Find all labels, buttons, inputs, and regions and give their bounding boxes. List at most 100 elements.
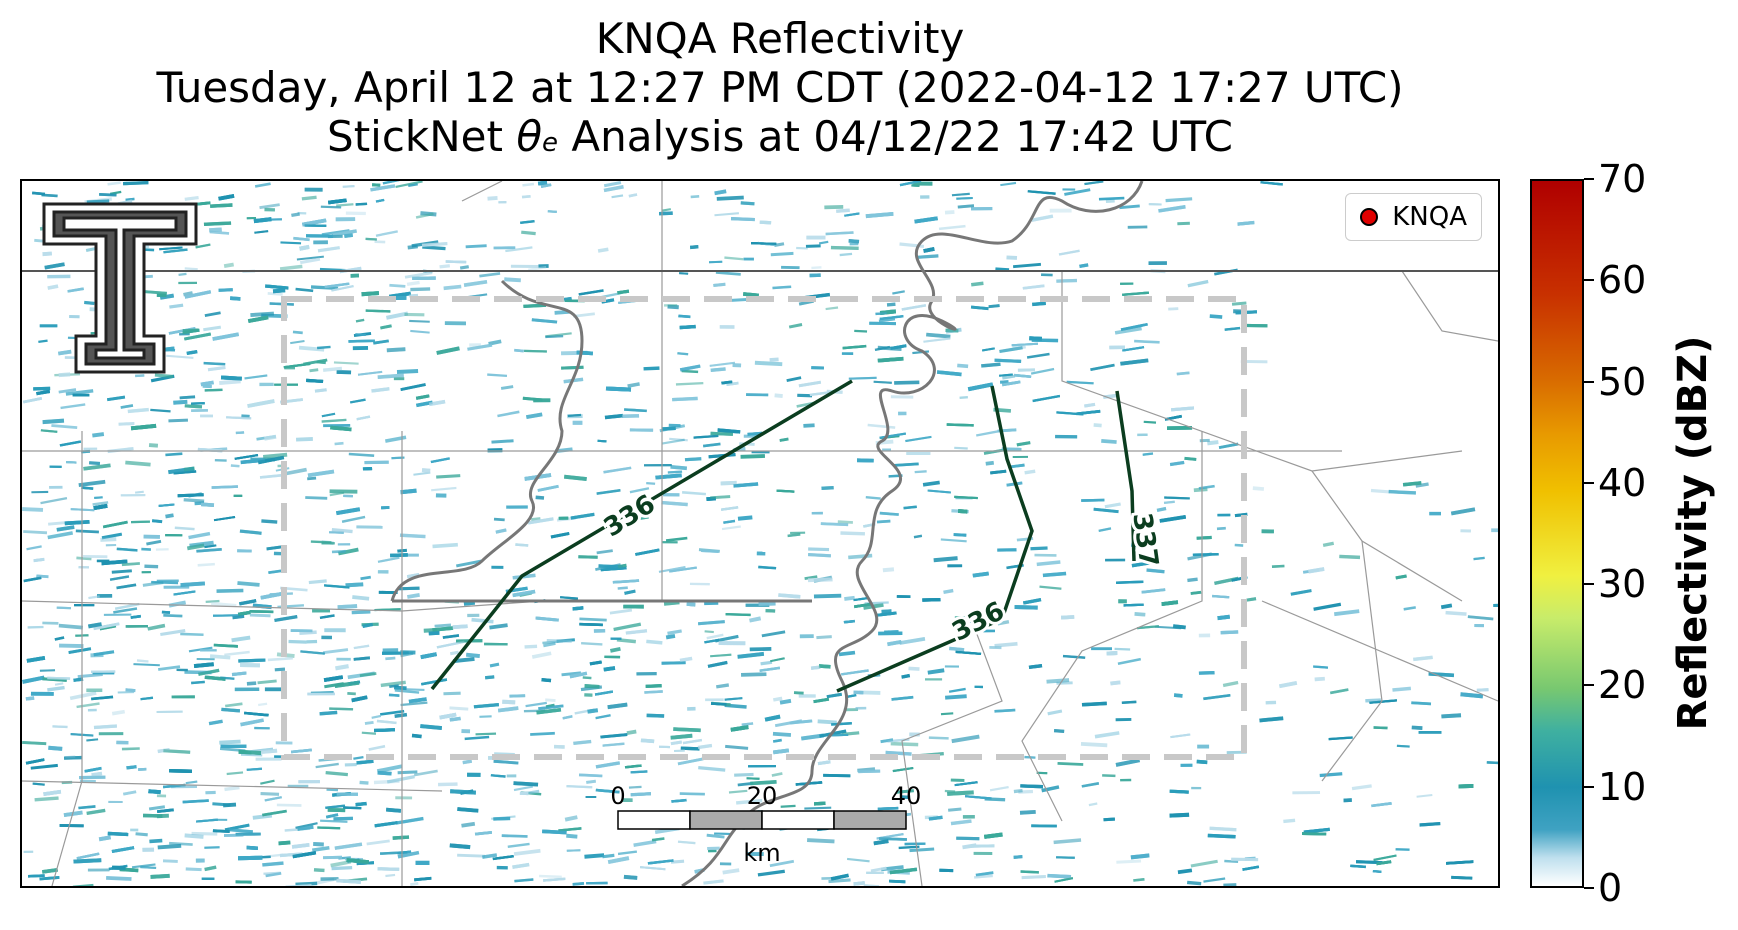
echo-gate [92,432,105,438]
echo-gate [535,616,559,622]
echo-gate [675,381,704,386]
echo-gate [350,398,366,404]
echo-gate [356,525,383,529]
echo-gate [1104,502,1121,509]
echo-gate [313,240,328,245]
echo-gate [41,867,58,874]
echo-gate [1402,481,1422,487]
echo-gate [891,695,914,701]
echo-gate [724,697,743,701]
echo-gate [26,656,46,663]
echo-gate [84,300,95,305]
echo-gate [106,876,132,881]
echo-gate [1020,784,1043,789]
echo-gate [974,874,993,879]
echo-gate [710,431,733,436]
echo-gate [940,712,954,716]
echo-gate [1098,196,1125,201]
echo-gate [1148,203,1162,206]
echo-gate [39,324,58,328]
echo-gate [204,675,226,681]
echo-gate [1105,558,1126,562]
echo-gate [863,884,880,886]
echo-gate [1196,759,1208,765]
echo-gate [896,595,911,599]
echo-gate [400,383,426,391]
echo-gate [182,328,200,335]
echo-gate [397,850,420,859]
echo-gate [320,819,348,823]
echo-gate [740,454,766,459]
echo-gate [1173,693,1183,698]
echo-gate [901,795,911,800]
echo-gate [331,285,354,292]
echo-gate [333,361,359,365]
echo-gate [290,339,305,345]
echo-gate [92,672,115,675]
echo-gate [378,590,398,594]
echo-gate [203,221,232,226]
echo-gate [163,749,191,754]
echo-gate [498,201,507,204]
echo-gate [612,579,640,584]
echo-gate [380,709,405,716]
echo-gate [968,844,995,848]
echo-gate [364,460,389,465]
echo-gate [880,865,904,872]
echo-gate [356,415,371,421]
echo-gate [300,257,321,265]
echo-gate [1416,793,1433,798]
echo-gate [93,724,117,730]
echo-gate [109,575,130,581]
echo-gate [678,314,691,319]
echo-gate [1119,204,1140,210]
echo-gate [796,401,816,408]
echo-gate [1395,848,1410,851]
echo-gate [844,212,860,217]
echo-gate [948,807,962,812]
echo-gate [513,848,541,856]
echo-gate [536,707,562,715]
echo-gate [330,425,352,432]
echo-gate [1064,188,1091,196]
echo-gate [306,639,318,644]
echo-gate [1081,498,1105,502]
echo-gate [389,283,406,288]
echo-gate [604,413,624,420]
echo-gate [955,650,982,655]
echo-gate [999,373,1013,377]
contour-line-1 [430,379,853,691]
echo-gate [704,638,720,644]
echo-gate [1451,875,1473,880]
echo-gate [479,272,501,278]
echo-gate [87,708,97,712]
echo-gate [368,744,386,751]
echo-gate [173,590,196,596]
echo-gate [38,339,48,343]
echo-gate [274,667,286,672]
echo-gate [48,745,63,751]
echo-gate [545,335,564,339]
echo-gate [443,284,462,291]
echo-gate [412,276,436,280]
echo-gate [732,363,742,368]
echo-gate [265,871,282,878]
echo-gate [603,466,632,474]
echo-gate [435,493,447,498]
echo-gate [714,189,727,196]
echo-gate [232,615,245,620]
scale-tick-40: 40 [891,782,922,810]
echo-gate [1012,455,1029,458]
echo-gate [602,853,615,859]
echo-gate [58,388,77,394]
echo-gate [628,785,642,789]
echo-gate [73,677,84,682]
echo-gate [706,496,716,501]
echo-gate [983,448,1006,455]
echo-gate [23,850,34,853]
echo-gate [983,629,996,633]
radar-map[interactable]: 336 336 337 0 20 40 km KNQA [20,179,1500,888]
echo-gate [125,197,135,201]
echo-gate [1246,597,1257,602]
echo-gate [127,407,149,414]
